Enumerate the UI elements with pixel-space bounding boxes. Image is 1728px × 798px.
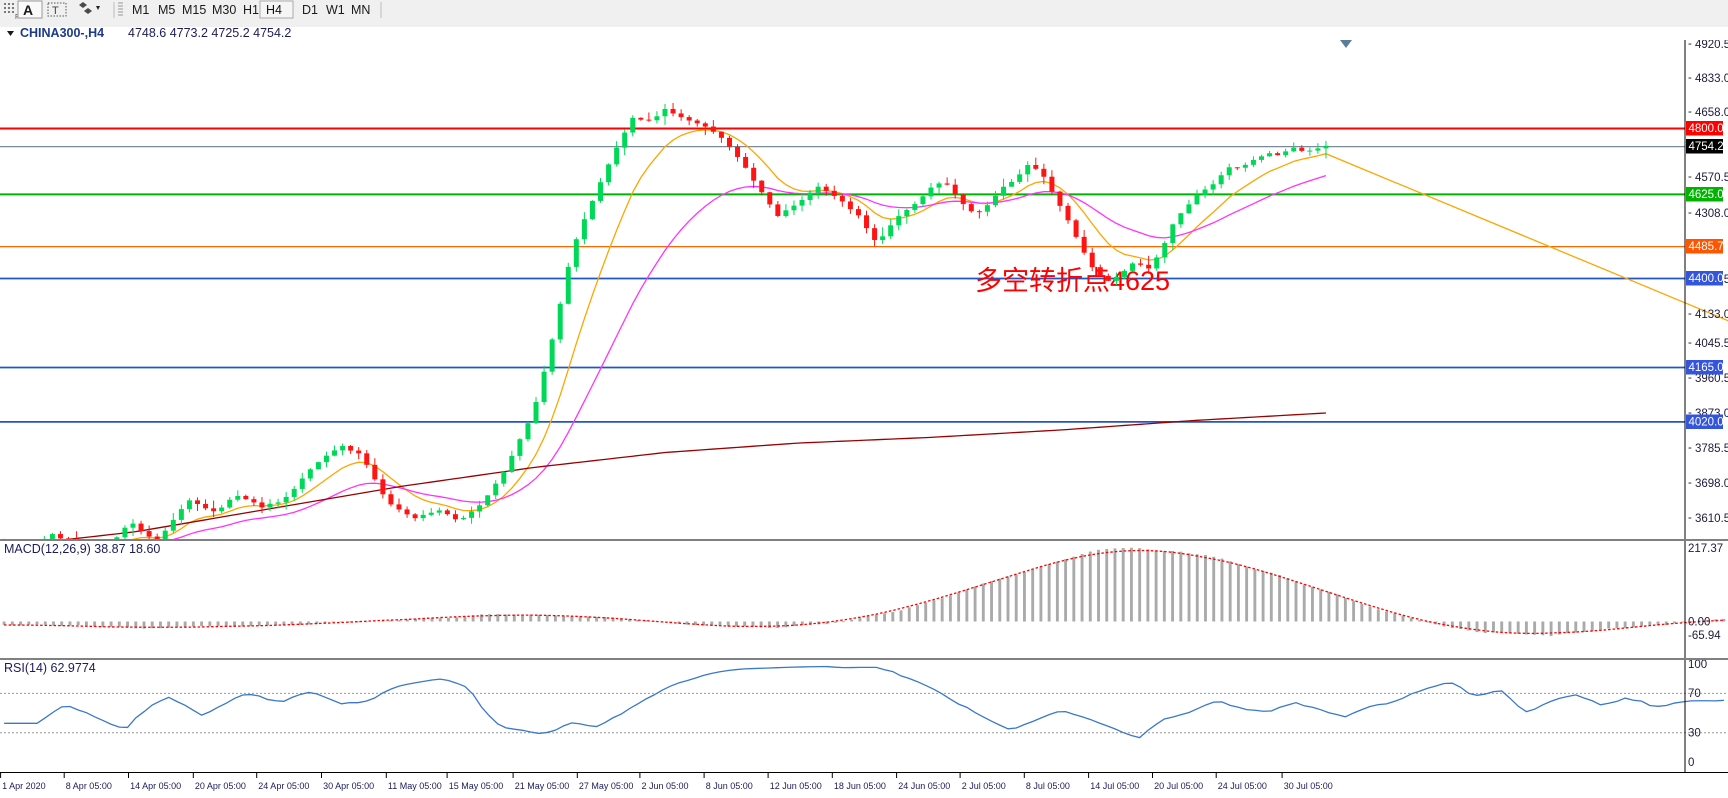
- svg-text:24 Apr 05:00: 24 Apr 05:00: [258, 781, 309, 791]
- svg-text:H4: H4: [266, 3, 282, 17]
- svg-text:H1: H1: [243, 3, 259, 17]
- svg-text:15 May 05:00: 15 May 05:00: [449, 781, 504, 791]
- svg-text:21 May 05:00: 21 May 05:00: [515, 781, 570, 791]
- svg-text:30 Jul 05:00: 30 Jul 05:00: [1284, 781, 1333, 791]
- svg-text:2 Jun 05:00: 2 Jun 05:00: [642, 781, 689, 791]
- svg-text:2 Jul 05:00: 2 Jul 05:00: [962, 781, 1006, 791]
- svg-text:12 Jun 05:00: 12 Jun 05:00: [770, 781, 822, 791]
- svg-text:8 Jul 05:00: 8 Jul 05:00: [1026, 781, 1070, 791]
- svg-text:14 Apr 05:00: 14 Apr 05:00: [130, 781, 181, 791]
- svg-text:M5: M5: [158, 3, 175, 17]
- svg-text:8 Apr 05:00: 8 Apr 05:00: [66, 781, 112, 791]
- svg-text:217.37: 217.37: [1688, 543, 1723, 555]
- svg-text:A: A: [23, 2, 33, 18]
- svg-text:M30: M30: [212, 3, 236, 17]
- svg-text:T: T: [52, 5, 59, 17]
- svg-text:D1: D1: [302, 3, 318, 17]
- svg-text:W1: W1: [326, 3, 345, 17]
- svg-text:4748.6 4773.2 4725.2 4754.2: 4748.6 4773.2 4725.2 4754.2: [128, 27, 291, 40]
- svg-text:0: 0: [1688, 757, 1694, 769]
- svg-text:8 Jun 05:00: 8 Jun 05:00: [706, 781, 753, 791]
- svg-text:11 May 05:00: 11 May 05:00: [388, 781, 442, 791]
- svg-text:20 Apr 05:00: 20 Apr 05:00: [195, 781, 246, 791]
- svg-text:M1: M1: [132, 3, 149, 17]
- svg-text:24 Jun 05:00: 24 Jun 05:00: [898, 781, 950, 791]
- svg-text:20 Jul 05:00: 20 Jul 05:00: [1154, 781, 1203, 791]
- svg-text:M15: M15: [182, 3, 206, 17]
- svg-text:MN: MN: [351, 3, 370, 17]
- svg-text:30: 30: [1688, 728, 1701, 740]
- svg-text:14 Jul 05:00: 14 Jul 05:00: [1090, 781, 1139, 791]
- svg-text:24 Jul 05:00: 24 Jul 05:00: [1218, 781, 1267, 791]
- svg-text:1 Apr 2020: 1 Apr 2020: [2, 781, 46, 791]
- svg-text:0.00: 0.00: [1688, 617, 1710, 629]
- svg-text:70: 70: [1688, 688, 1701, 700]
- svg-text:30 Apr 05:00: 30 Apr 05:00: [323, 781, 374, 791]
- svg-text:18 Jun 05:00: 18 Jun 05:00: [834, 781, 886, 791]
- svg-text:-65.94: -65.94: [1688, 630, 1721, 642]
- svg-text:100: 100: [1688, 660, 1707, 671]
- svg-text:27 May 05:00: 27 May 05:00: [579, 781, 634, 791]
- svg-text:CHINA300-,H4: CHINA300-,H4: [20, 27, 104, 40]
